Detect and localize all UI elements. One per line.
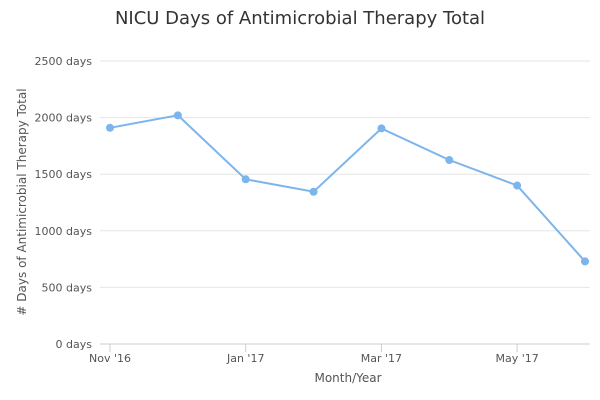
- y-axis-title: # Days of Antimicrobial Therapy Total: [15, 88, 29, 315]
- data-point[interactable]: [241, 175, 250, 184]
- data-point[interactable]: [581, 257, 589, 266]
- y-tick-label: 1500 days: [35, 168, 93, 181]
- y-tick-label: 2500 days: [35, 55, 93, 68]
- y-gridlines: [100, 60, 590, 288]
- y-axis-ticks: 0 days 500 days 1000 days 1500 days 2000 day…: [35, 55, 93, 351]
- series-line: [109, 114, 586, 263]
- y-tick-label: 2000 days: [35, 112, 93, 125]
- data-points: [106, 111, 589, 266]
- chart-title: NICU Days of Antimicrobial Therapy Total: [115, 8, 485, 29]
- data-point[interactable]: [173, 111, 182, 120]
- data-point[interactable]: [513, 181, 522, 190]
- y-tick-label: 500 days: [42, 281, 93, 294]
- data-point[interactable]: [445, 156, 454, 165]
- x-axis-title: Month/Year: [314, 371, 381, 385]
- x-tick-label: Jan '17: [226, 352, 264, 365]
- y-tick-label: 1000 days: [35, 225, 93, 238]
- data-point[interactable]: [377, 124, 386, 133]
- data-point[interactable]: [309, 187, 318, 196]
- y-tick-label: 0 days: [56, 338, 93, 351]
- x-tick-label: Nov '16: [89, 352, 131, 365]
- x-axis-ticks: Nov '16 Jan '17 Mar '17 May '17: [89, 344, 539, 365]
- x-tick-label: May '17: [496, 352, 539, 365]
- data-point[interactable]: [106, 123, 114, 132]
- x-tick-label: Mar '17: [361, 352, 402, 365]
